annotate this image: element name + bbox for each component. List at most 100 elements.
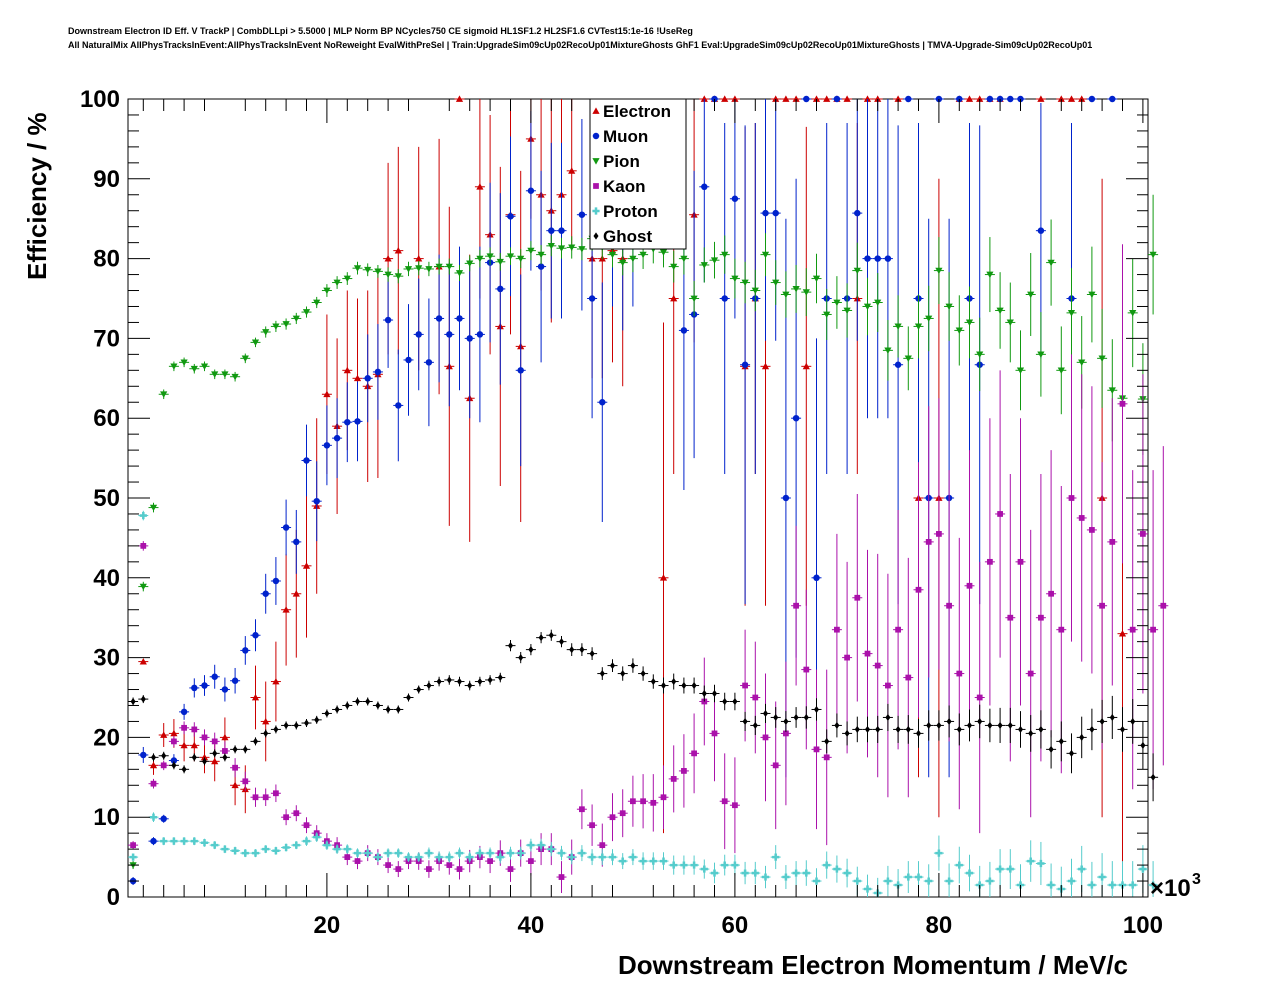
data-point-muon	[719, 122, 730, 475]
data-point-pion	[148, 502, 159, 513]
point-marker	[507, 642, 514, 650]
data-point-kaon	[454, 858, 465, 880]
point-marker	[375, 701, 381, 710]
data-point-pion	[944, 272, 955, 341]
data-point-muon	[270, 557, 281, 605]
data-point-proton	[984, 861, 995, 897]
point-marker	[1088, 291, 1096, 299]
legend-marker	[592, 132, 600, 140]
point-marker	[497, 673, 503, 682]
point-marker	[222, 748, 228, 754]
point-marker	[578, 246, 586, 253]
data-point-pion	[525, 241, 536, 261]
point-marker	[935, 849, 943, 857]
data-point-muon	[862, 99, 873, 419]
data-point-kaon	[179, 721, 190, 735]
data-point-ghost	[260, 729, 271, 738]
data-point-ghost	[230, 745, 241, 754]
data-point-pion	[342, 272, 353, 285]
data-point-ghost	[699, 685, 710, 702]
data-point-kaon	[240, 771, 251, 791]
data-point-ghost	[413, 685, 424, 694]
point-marker	[670, 263, 678, 271]
point-marker	[986, 95, 994, 103]
point-marker	[772, 853, 780, 861]
data-point-ghost	[750, 715, 761, 736]
point-marker	[853, 267, 861, 275]
data-point-muon	[423, 298, 434, 427]
data-point-kaon	[729, 757, 740, 854]
point-marker	[486, 849, 494, 857]
point-marker	[681, 768, 687, 774]
point-marker	[915, 729, 922, 738]
data-point-electron	[393, 146, 404, 355]
point-marker	[425, 359, 433, 366]
point-marker	[190, 741, 198, 749]
point-marker	[354, 418, 361, 425]
point-marker	[700, 95, 708, 102]
data-point-proton	[525, 838, 536, 852]
point-marker	[1109, 95, 1116, 103]
point-marker	[569, 646, 575, 654]
point-marker	[139, 583, 147, 591]
point-marker	[803, 713, 809, 722]
data-point-kaon	[148, 778, 159, 789]
data-point-ghost	[362, 697, 373, 706]
point-marker	[273, 725, 279, 734]
point-marker	[792, 286, 800, 293]
point-marker	[925, 539, 932, 545]
data-point-ghost	[801, 706, 812, 729]
data-point-kaon	[1158, 446, 1169, 766]
data-point-ghost	[179, 765, 190, 774]
data-point-muon	[158, 814, 169, 823]
data-point-muon	[505, 136, 516, 297]
point-marker	[783, 717, 789, 726]
data-point-proton	[230, 846, 241, 855]
point-marker	[364, 266, 372, 274]
point-marker	[231, 781, 239, 789]
point-marker	[1108, 387, 1116, 394]
point-marker	[639, 857, 647, 865]
point-marker	[863, 303, 872, 311]
point-marker	[956, 670, 963, 677]
point-marker	[732, 697, 738, 706]
point-marker	[588, 853, 596, 861]
point-marker	[425, 849, 433, 857]
y-tick-label: 70	[93, 325, 120, 352]
data-point-ghost	[321, 709, 332, 718]
data-point-proton	[138, 510, 149, 521]
data-point-ghost	[1117, 707, 1128, 752]
data-point-proton	[260, 845, 271, 854]
point-marker	[507, 866, 514, 872]
data-point-muon	[872, 99, 883, 419]
point-marker	[232, 764, 238, 771]
point-marker	[435, 263, 443, 271]
data-point-pion	[413, 260, 424, 276]
data-point-pion	[352, 261, 363, 275]
point-marker	[650, 799, 657, 806]
data-point-ghost	[648, 674, 659, 689]
point-marker	[914, 323, 923, 331]
point-marker	[1089, 527, 1095, 533]
point-marker	[446, 862, 453, 868]
point-marker	[292, 590, 300, 597]
point-marker	[130, 842, 136, 849]
point-marker	[262, 845, 270, 853]
point-marker	[263, 729, 269, 738]
point-marker	[701, 183, 708, 191]
legend-label: Muon	[603, 127, 648, 146]
point-marker	[925, 877, 933, 885]
data-point-electron	[719, 95, 730, 102]
data-point-pion	[668, 250, 679, 283]
data-point-pion	[1086, 246, 1097, 343]
data-point-kaon	[750, 641, 761, 754]
point-marker	[476, 331, 484, 338]
point-marker	[955, 327, 963, 335]
point-marker	[568, 853, 576, 861]
data-point-kaon	[576, 789, 587, 830]
point-marker	[1119, 400, 1126, 407]
data-point-proton	[842, 858, 853, 888]
data-point-ghost	[485, 675, 496, 685]
data-point-muon	[342, 382, 353, 463]
point-marker	[721, 295, 728, 302]
